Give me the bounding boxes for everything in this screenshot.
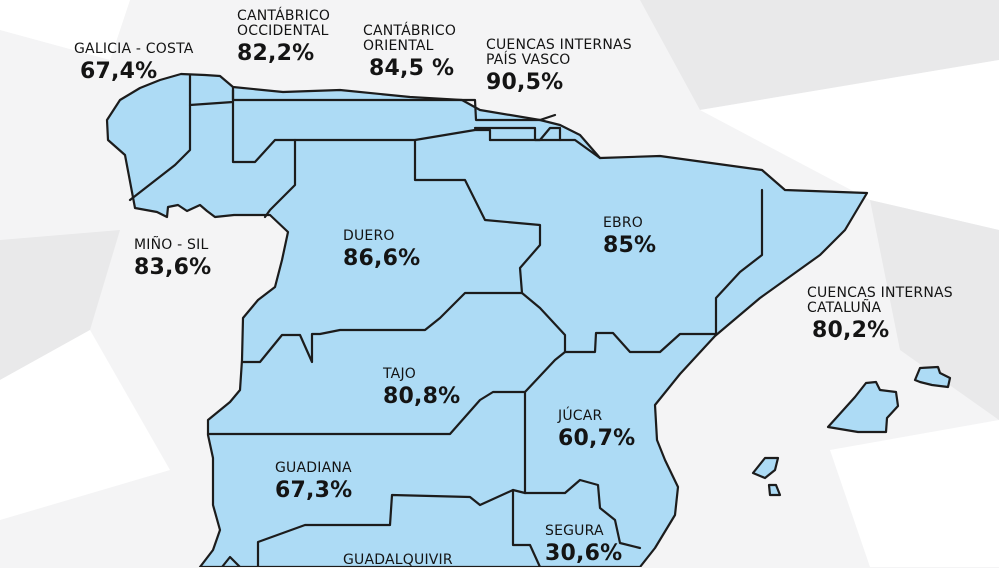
label-cataluna: CUENCAS INTERNAS CATALUÑA 80,2% xyxy=(807,286,953,342)
border-guadiana-guadalquivir xyxy=(256,488,527,567)
background-facet xyxy=(0,230,120,380)
basin-percentage: 67,4% xyxy=(80,59,158,84)
basin-percentage: 30,6% xyxy=(545,541,623,566)
background-facet xyxy=(870,200,999,420)
border-cantabrico-south xyxy=(293,128,492,142)
basin-percentage: 80,8% xyxy=(383,384,461,409)
border-tajo-ebro xyxy=(520,291,718,354)
basin-name: DUERO xyxy=(343,228,395,244)
island-menorca xyxy=(913,365,952,389)
basin-percentage: 84,5 % xyxy=(369,56,455,81)
basin-name: GALICIA - COSTA xyxy=(74,41,194,57)
island-formentera xyxy=(767,483,782,497)
basin-name: MIÑO - SIL xyxy=(134,237,209,253)
border-cataluna xyxy=(714,188,764,336)
island-mallorca xyxy=(826,380,900,434)
label-ebro: EBRO 85% xyxy=(603,216,656,257)
basin-name: CUENCAS INTERNAS CATALUÑA xyxy=(807,285,953,316)
background-facet xyxy=(0,0,130,60)
basin-name: CANTÁBRICO ORIENTAL xyxy=(363,23,457,54)
border-segura xyxy=(523,478,642,550)
border-ebro-cantabrico xyxy=(488,138,602,160)
label-tajo: TAJO 80,8% xyxy=(383,367,460,408)
label-cantabrico-occidental: CANTÁBRICO OCCIDENTAL 82,2% xyxy=(237,9,330,65)
label-galicia-costa: GALICIA - COSTA 67,4% xyxy=(74,42,194,83)
basin-percentage: 90,5% xyxy=(486,70,564,95)
border-tajo-jucar xyxy=(523,350,567,495)
border-duero-ebro xyxy=(413,138,542,295)
border-cantabrico-occ xyxy=(231,100,297,219)
basin-percentage: 86,6% xyxy=(343,246,421,271)
basin-percentage: 85% xyxy=(603,233,657,258)
basin-percentage: 82,2% xyxy=(237,41,315,66)
basin-name: TAJO xyxy=(383,366,416,382)
border-cantabrico-top xyxy=(231,88,557,122)
island-ibiza xyxy=(751,456,780,480)
basin-name: GUADALQUIVIR xyxy=(343,552,453,568)
basin-name: SEGURA xyxy=(545,523,604,539)
border-guadalquivir-west xyxy=(220,555,242,567)
basin-name: GUADIANA xyxy=(275,460,352,476)
basin-percentage: 67,3% xyxy=(275,478,353,503)
background-facet xyxy=(640,0,999,110)
border-segura-left xyxy=(511,488,542,567)
border-duero-tajo xyxy=(241,291,524,364)
label-cantabrico-oriental: CANTÁBRICO ORIENTAL 84,5 % xyxy=(363,24,456,80)
basin-name: CUENCAS INTERNAS PAÍS VASCO xyxy=(486,37,632,68)
peninsula-landmass xyxy=(105,72,869,567)
label-duero: DUERO 86,6% xyxy=(343,229,420,270)
label-jucar: JÚCAR 60,7% xyxy=(558,409,635,450)
border-galicia xyxy=(128,73,192,202)
border-tajo-guadiana xyxy=(206,390,527,436)
label-pais-vasco: CUENCAS INTERNAS PAÍS VASCO 90,5% xyxy=(486,38,632,94)
label-guadiana: GUADIANA 67,3% xyxy=(275,461,352,502)
basin-percentage: 83,6% xyxy=(134,255,212,280)
basin-name: CANTÁBRICO OCCIDENTAL xyxy=(237,8,331,39)
background-facet xyxy=(700,60,999,230)
label-mino-sil: MIÑO - SIL 83,6% xyxy=(134,238,211,279)
basin-percentage: 60,7% xyxy=(558,426,636,451)
basin-percentage: 80,2% xyxy=(812,318,890,343)
background-facet xyxy=(830,420,999,567)
label-segura: SEGURA 30,6% xyxy=(545,524,622,565)
label-guadalquivir: GUADALQUIVIR xyxy=(343,553,453,568)
background-facet xyxy=(0,330,170,520)
basin-name: JÚCAR xyxy=(558,408,603,424)
basin-name: EBRO xyxy=(603,215,643,231)
